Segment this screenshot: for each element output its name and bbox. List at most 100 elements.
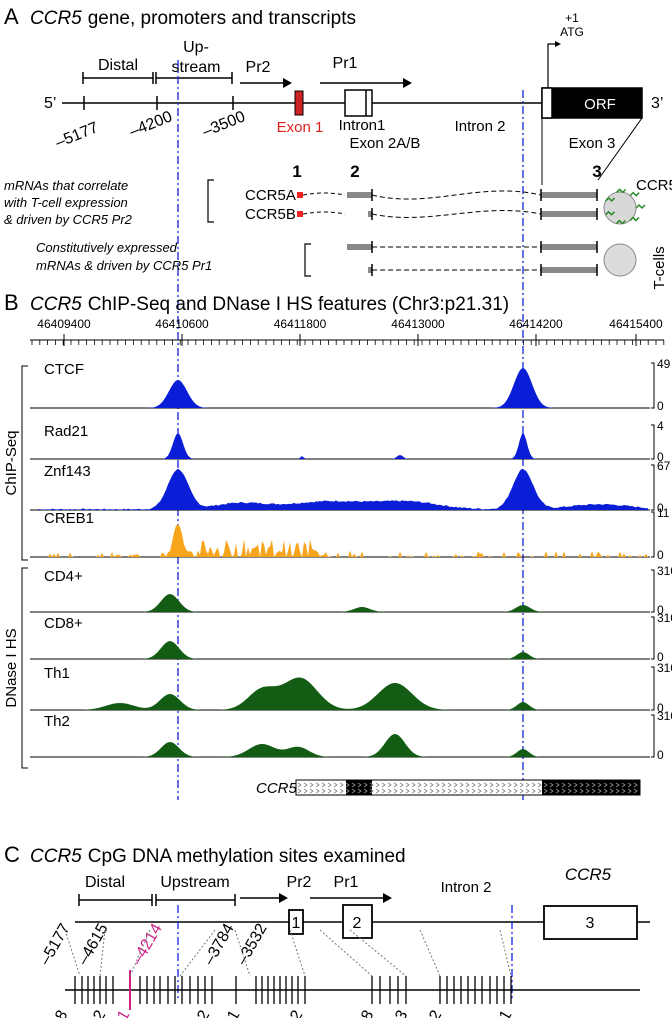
position-label: –3500 <box>200 108 248 140</box>
exon-2 <box>344 89 373 117</box>
tss-arrow <box>547 43 556 88</box>
title-text: CpG DNA methylation sites examined <box>88 846 406 867</box>
track-label: Rad21 <box>44 423 88 440</box>
exon-number: 2 <box>350 162 359 181</box>
signal-track <box>38 641 648 659</box>
orf-label: ORF <box>584 96 616 113</box>
cpg-label: –22 <box>278 1007 306 1018</box>
exon-2-block <box>368 211 372 217</box>
group-note: Constitutively expressed <box>36 240 178 255</box>
coordinate-label: 46415400 <box>609 317 663 331</box>
exon-3-block <box>541 244 597 250</box>
scale-bracket <box>651 424 655 460</box>
region-label: Up- <box>183 39 209 56</box>
scale-max: 310 <box>657 709 672 723</box>
signal-track <box>38 433 648 459</box>
splice <box>371 210 542 218</box>
region-label: Pr1 <box>334 874 359 891</box>
coordinate-label: 46409400 <box>37 317 91 331</box>
signal-track <box>38 677 648 710</box>
scale-min: 0 <box>657 450 664 464</box>
atg-label: +1 <box>565 11 579 25</box>
scale-min: 0 <box>657 701 664 715</box>
track-label: CREB1 <box>44 510 94 527</box>
scale-bracket <box>651 714 655 758</box>
utr <box>541 87 553 119</box>
arrow-head <box>555 41 561 47</box>
cpg-label: –1 <box>492 1007 516 1018</box>
exon-3-block <box>541 192 597 198</box>
connector <box>179 929 216 977</box>
scale-max: 11 <box>657 506 670 520</box>
coordinate-label: 46414200 <box>509 317 563 331</box>
splice <box>371 190 542 200</box>
panel-letter: A <box>4 4 19 29</box>
receptor <box>629 216 640 222</box>
gene-label: CCR5 <box>256 780 297 797</box>
group-note: mRNAs that correlate <box>4 178 128 193</box>
intron-label: Intron 2 <box>455 118 506 135</box>
signal-track <box>38 734 648 757</box>
receptor <box>615 219 626 225</box>
panel-letter: C <box>4 842 20 867</box>
arrow-head <box>279 893 288 903</box>
receptor <box>605 210 616 216</box>
scale-min: 0 <box>657 548 664 562</box>
group-label: ChIP-Seq <box>3 430 20 495</box>
exon-number: 3 <box>592 162 601 181</box>
region-label: Pr2 <box>287 874 312 891</box>
group-bracket <box>304 243 311 277</box>
track-label: CD8+ <box>44 615 83 632</box>
region-label: Pr2 <box>246 59 271 76</box>
coordinate-label: 46413000 <box>391 317 445 331</box>
position-label: –4615 <box>75 921 112 968</box>
cpg-label: –41 <box>105 1007 133 1018</box>
group-note: with T-cell expression <box>4 195 128 210</box>
cpg-label: –31 <box>215 1007 243 1018</box>
scale-min: 0 <box>657 748 664 762</box>
scale-max: 67 <box>657 459 671 473</box>
track-label: Th1 <box>44 665 70 682</box>
splice <box>302 192 346 196</box>
position-label: –5177 <box>37 921 74 968</box>
signal-track <box>38 594 648 612</box>
position-label: –4200 <box>127 108 175 140</box>
scale-min: 0 <box>657 650 664 664</box>
scale-bracket <box>651 666 655 711</box>
cpg-label: –42 <box>81 1007 109 1018</box>
exon-1 <box>294 90 304 116</box>
scale-bracket <box>651 362 655 409</box>
receptor <box>616 188 627 194</box>
scale-max: 310 <box>657 611 672 625</box>
track-label: CD4+ <box>44 568 83 585</box>
title-text: ChIP-Seq and DNase I HS features (Chr3:p… <box>88 294 509 315</box>
scale-min: 0 <box>657 603 664 617</box>
atg-label: ATG <box>560 25 584 39</box>
position-label: –3532 <box>234 921 271 968</box>
cell-label: T-cells <box>651 246 668 289</box>
panel-letter: B <box>4 290 19 315</box>
cell <box>603 243 637 277</box>
arrow-head <box>383 893 392 903</box>
exon-box <box>543 905 638 940</box>
group-bracket <box>21 365 28 561</box>
exon-1-block <box>297 192 303 198</box>
position-label: –4214 <box>129 921 166 968</box>
exon-2-block <box>347 192 372 198</box>
title-text: gene, promoters and transcripts <box>88 8 356 29</box>
position-label: –3784 <box>201 921 238 968</box>
region-label: Distal <box>85 874 125 891</box>
exon-number: 1 <box>292 162 301 181</box>
group-note: & driven by CCR5 Pr2 <box>4 212 133 227</box>
exon3-guide <box>597 117 643 181</box>
cpg-label: –32 <box>185 1007 213 1018</box>
track-label: CTCF <box>44 361 84 378</box>
scale-max: 310 <box>657 564 672 578</box>
arrow-head <box>283 78 292 88</box>
scale-max: 49 <box>657 357 671 371</box>
exon-box <box>342 904 373 939</box>
scale-bracket <box>651 464 655 511</box>
exon-label: Exon 2A/B <box>350 135 421 152</box>
connector <box>64 929 81 977</box>
